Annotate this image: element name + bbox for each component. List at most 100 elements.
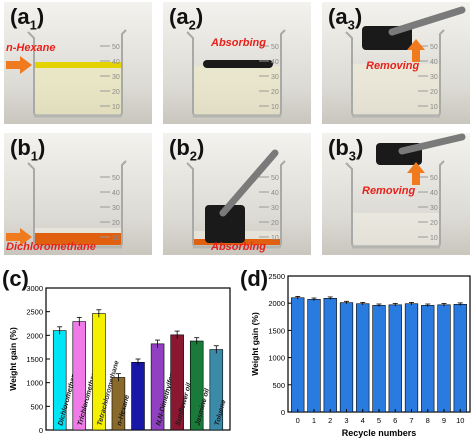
x-axis-label: Recycle numbers	[342, 428, 417, 438]
graduation-label: 40	[112, 190, 120, 197]
x-tick-label: 6	[393, 416, 397, 425]
liquid	[352, 213, 440, 245]
graduation-label: 10	[430, 235, 438, 242]
photo-caption: Absorbing	[211, 241, 266, 253]
photo-scene: 50 40 30 20 10	[322, 2, 470, 124]
bar	[131, 362, 145, 431]
graduation-label: 10	[430, 104, 438, 111]
graduation-label: 40	[271, 190, 279, 197]
y-tick-label: 3000	[26, 284, 43, 293]
y-axis-label: Weight gain (%)	[8, 327, 18, 391]
photo-panel-label: (a2)	[169, 4, 204, 33]
y-axis-label: Weight gain (%)	[250, 312, 260, 376]
x-tick-label: 9	[442, 416, 446, 425]
photo-panel-label: (a1)	[10, 4, 45, 33]
photo-caption: Removing	[366, 60, 420, 72]
x-tick-label: 8	[426, 416, 430, 425]
arrow-up-icon	[407, 39, 425, 62]
photo-caption: n-Hexane	[6, 42, 56, 54]
graduation-label: 10	[271, 235, 279, 242]
x-tick-label: 5	[377, 416, 381, 425]
tweezers	[398, 133, 466, 155]
y-tick-label: 1000	[268, 354, 285, 363]
graduation-label: 50	[271, 175, 279, 182]
arrow-icon	[6, 228, 32, 246]
y-tick-label: 0	[39, 426, 43, 435]
photo-b1: 50 40 30 20 10 (b1) Dichloromethane	[4, 133, 152, 255]
x-tick-label: 1	[312, 416, 316, 425]
y-tick-label: 0	[281, 408, 285, 417]
y-tick-label: 2000	[26, 331, 43, 340]
sponge	[203, 60, 273, 68]
graduation-label: 30	[112, 205, 120, 212]
y-tick-label: 1000	[26, 379, 43, 388]
photo-scene: 50 40 30 20 10	[163, 2, 311, 124]
bar	[372, 305, 386, 413]
photo-panel-label: (b1)	[10, 135, 46, 164]
graduation-label: 20	[271, 89, 279, 96]
photo-scene: 50 40 30 20 10	[163, 133, 311, 255]
graduation-label: 10	[271, 104, 279, 111]
x-tick-label: 4	[361, 416, 365, 425]
y-tick-label: 2500	[268, 272, 285, 281]
photo-panel-label: (b2)	[169, 135, 205, 164]
graduation-label: 40	[112, 59, 120, 66]
graduation-label: 50	[430, 44, 438, 51]
photo-scene: 50 40 30 20 10	[4, 133, 152, 255]
arrow-icon	[6, 56, 32, 74]
x-tick-label: 10	[456, 416, 464, 425]
photo-caption: Dichloromethane	[6, 241, 96, 253]
graduation-label: 50	[112, 175, 120, 182]
graduation-label: 30	[271, 205, 279, 212]
photo-caption: Absorbing	[211, 37, 266, 49]
y-tick-label: 1500	[268, 326, 285, 335]
graduation-label: 30	[112, 74, 120, 81]
photo-scene: 50 40 30 20 10	[4, 2, 152, 124]
graduation-label: 50	[430, 175, 438, 182]
graduation-label: 10	[112, 104, 120, 111]
y-tick-label: 2000	[268, 299, 285, 308]
y-tick-label: 500	[30, 402, 43, 411]
graduation-label: 40	[430, 59, 438, 66]
graduation-label: 40	[430, 190, 438, 197]
photo-panel-label: (b3)	[328, 135, 364, 164]
graduation-label: 30	[430, 74, 438, 81]
x-tick-label: 3	[344, 416, 348, 425]
tweezers	[219, 149, 279, 217]
graduation-label: 50	[271, 44, 279, 51]
photo-caption: Removing	[362, 185, 416, 197]
graduation-label: 20	[430, 220, 438, 227]
graduation-label: 20	[112, 89, 120, 96]
x-tick-label: 2	[328, 416, 332, 425]
panel-label-c: (c)	[2, 266, 29, 291]
photo-b2: 50 40 30 20 10 (b2) Absorbing	[163, 133, 311, 255]
liquid-layer	[34, 62, 122, 68]
x-tick-label: 0	[296, 416, 300, 425]
bar	[356, 303, 370, 413]
y-tick-label: 500	[272, 381, 285, 390]
bar	[453, 303, 467, 413]
graduation-label: 10	[112, 235, 120, 242]
bar	[437, 304, 451, 413]
photo-b3: 50 40 30 20 10 (b3) Removing	[322, 133, 470, 255]
photo-a3: 50 40 30 20 10 (a3) Removing	[322, 2, 470, 124]
graduation-label: 20	[112, 220, 120, 227]
liquid-layer	[34, 233, 122, 245]
panel-label-d: (d)	[240, 266, 269, 291]
bar	[404, 303, 419, 413]
bar	[307, 299, 321, 413]
sponge	[205, 205, 245, 243]
graduation-label: 20	[271, 220, 279, 227]
graduation-label: 30	[430, 205, 438, 212]
graduation-label: 40	[271, 59, 279, 66]
y-tick-label: 2500	[26, 308, 43, 317]
liquid	[193, 66, 281, 114]
graduation-label: 30	[271, 74, 279, 81]
y-tick-label: 1500	[26, 355, 43, 364]
graduation-label: 50	[112, 44, 120, 51]
graduation-label: 20	[430, 89, 438, 96]
photo-scene: 50 40 30 20 10	[322, 133, 470, 255]
x-tick-label: 7	[409, 416, 413, 425]
bar	[291, 297, 305, 413]
